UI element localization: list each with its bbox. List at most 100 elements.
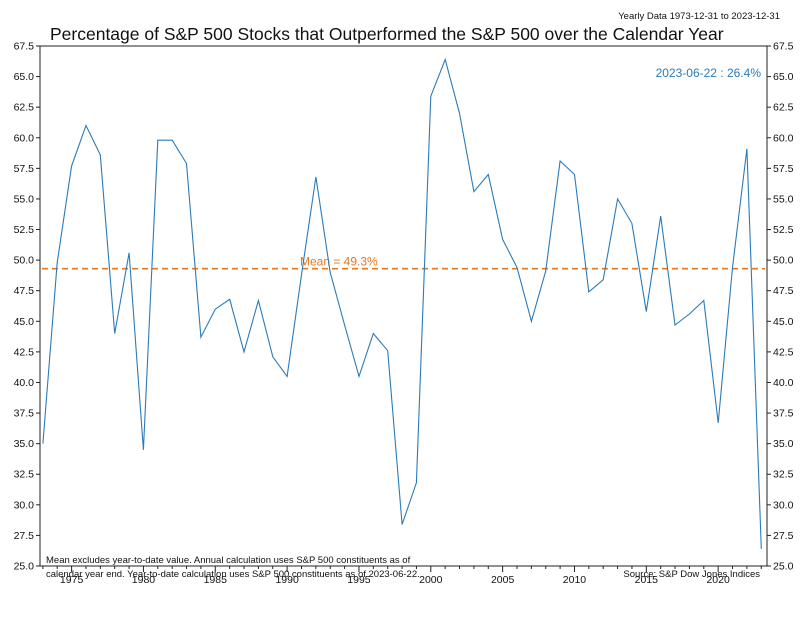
y-tick-label-left: 65.0 — [14, 71, 35, 83]
x-tick-label: 1995 — [347, 574, 371, 586]
data-point — [286, 375, 288, 377]
data-point — [444, 58, 446, 60]
data-point — [717, 422, 719, 424]
data-point — [114, 332, 116, 334]
mean-label: Mean = 49.3% — [300, 255, 378, 269]
data-point — [70, 165, 72, 167]
chart-title: Percentage of S&P 500 Stocks that Outper… — [50, 24, 724, 44]
x-tick-label: 2005 — [491, 574, 515, 586]
y-tick-label-left: 42.5 — [14, 346, 35, 358]
y-tick-label-left: 55.0 — [14, 193, 35, 205]
data-point — [415, 482, 417, 484]
data-point — [157, 139, 159, 141]
y-tick-label-right: 37.5 — [773, 408, 794, 420]
data-point — [458, 112, 460, 114]
data-point — [56, 261, 58, 263]
y-tick-label-left: 25.0 — [14, 561, 35, 573]
data-point — [386, 349, 388, 351]
y-tick-label-left: 62.5 — [14, 102, 35, 114]
data-point — [545, 270, 547, 272]
data-point — [42, 442, 44, 444]
y-tick-label-right: 57.5 — [773, 163, 794, 175]
data-point — [516, 266, 518, 268]
x-tick-label: 2000 — [419, 574, 443, 586]
y-tick-label-right: 55.0 — [773, 193, 794, 205]
data-point — [430, 95, 432, 97]
data-point — [257, 299, 259, 301]
y-tick-label-right: 42.5 — [773, 346, 794, 358]
data-point — [674, 324, 676, 326]
y-tick-label-right: 60.0 — [773, 132, 794, 144]
y-tick-label-right: 47.5 — [773, 285, 794, 297]
data-point — [501, 238, 503, 240]
y-tick-label-right: 67.5 — [773, 41, 794, 53]
y-tick-label-right: 25.0 — [773, 561, 794, 573]
data-point — [372, 332, 374, 334]
data-point — [243, 351, 245, 353]
y-tick-label-right: 30.0 — [773, 499, 794, 511]
data-point — [616, 198, 618, 200]
x-tick-label: 2015 — [635, 574, 659, 586]
data-point — [573, 173, 575, 175]
data-point — [200, 336, 202, 338]
series-group — [42, 57, 762, 550]
data-point — [559, 160, 561, 162]
y-tick-label-right: 50.0 — [773, 255, 794, 267]
y-tick-label-left: 45.0 — [14, 316, 35, 328]
data-point — [602, 278, 604, 280]
data-point — [99, 154, 101, 156]
y-tick-label-right: 52.5 — [773, 224, 794, 236]
data-point — [85, 124, 87, 126]
data-point — [171, 139, 173, 141]
data-point — [228, 298, 230, 300]
data-point — [760, 548, 762, 550]
y-tick-label-left: 60.0 — [14, 132, 35, 144]
y-tick-label-left: 57.5 — [14, 163, 35, 175]
y-tick-label-left: 50.0 — [14, 255, 35, 267]
y-tick-label-left: 27.5 — [14, 530, 35, 542]
x-tick-label: 1990 — [275, 574, 299, 586]
plot-frame — [39, 45, 768, 567]
x-tick-label: 2010 — [563, 574, 587, 586]
data-point — [272, 356, 274, 358]
data-point — [703, 299, 705, 301]
data-point — [128, 252, 130, 254]
y-tick-label-left: 30.0 — [14, 499, 35, 511]
y-tick-label-right: 65.0 — [773, 71, 794, 83]
y-tick-label-left: 32.5 — [14, 469, 35, 481]
data-point — [588, 291, 590, 293]
chart-subtitle: Yearly Data 1973-12-31 to 2023-12-31 — [618, 11, 780, 22]
data-point — [315, 176, 317, 178]
data-point — [731, 266, 733, 268]
data-point — [746, 148, 748, 150]
y-tick-label-left: 47.5 — [14, 285, 35, 297]
data-point — [358, 375, 360, 377]
data-point — [645, 310, 647, 312]
y-axis-left: 25.0 27.5 30.0 32.5 35.0 37.5 40.0 42.5 45.0 47.5… — [14, 41, 40, 573]
y-tick-label-left: 67.5 — [14, 41, 35, 53]
y-tick-label-right: 27.5 — [773, 530, 794, 542]
x-tick-label: 2020 — [706, 574, 730, 586]
data-point — [487, 173, 489, 175]
series-line — [42, 57, 762, 549]
y-tick-label-right: 40.0 — [773, 377, 794, 389]
y-tick-label-left: 40.0 — [14, 377, 35, 389]
data-point — [343, 324, 345, 326]
data-point — [214, 308, 216, 310]
y-tick-label-left: 37.5 — [14, 408, 35, 420]
x-tick-label: 1975 — [60, 574, 84, 586]
callout-latest-value: 2023-06-22 : 26.4% — [656, 66, 762, 80]
y-tick-label-left: 52.5 — [14, 224, 35, 236]
data-point — [401, 523, 403, 525]
x-tick-label: 1985 — [204, 574, 228, 586]
y-tick-label-left: 35.0 — [14, 438, 35, 450]
data-point — [631, 222, 633, 224]
y-tick-label-right: 32.5 — [773, 469, 794, 481]
data-point — [142, 449, 144, 451]
footnote-line-1: Mean excludes year-to-date value. Annual… — [46, 555, 411, 566]
x-axis: 1975 1980 1985 1990 1995 2000 2005 2010 2015 2020 — [42, 566, 762, 586]
data-point — [300, 274, 302, 276]
y-axis-right: 25.0 27.5 30.0 32.5 35.0 37.5 40.0 42.5 45.0 47.5… — [767, 41, 794, 573]
y-tick-label-right: 35.0 — [773, 438, 794, 450]
